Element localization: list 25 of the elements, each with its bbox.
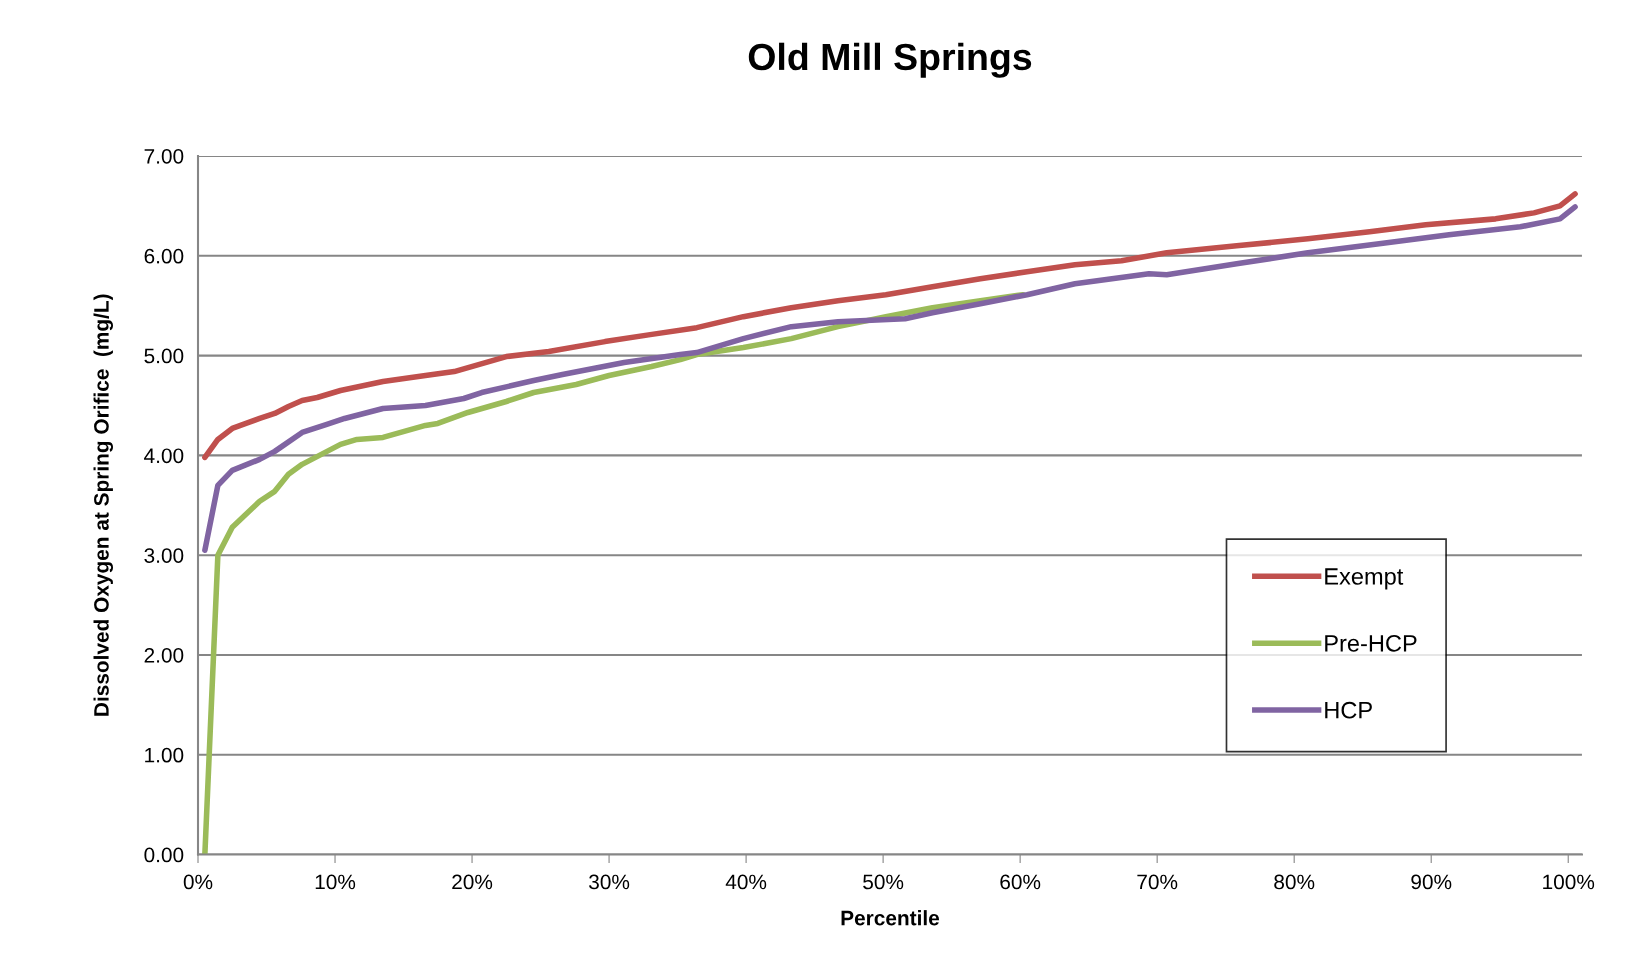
y-tick-label: 3.00: [144, 548, 184, 563]
x-tick-label: 60%: [1000, 874, 1041, 890]
legend-label: Pre-HCP: [1325, 634, 1417, 652]
legend-label: Exempt: [1325, 568, 1404, 590]
x-tick-label: 40%: [725, 874, 767, 890]
x-tick-label: 0%: [183, 874, 213, 890]
x-tick-label: 30%: [589, 874, 630, 890]
x-tick-label: 20%: [452, 874, 493, 890]
y-tick-label: 0.00: [144, 847, 184, 863]
legend-label: HCP: [1325, 701, 1372, 719]
x-tick-label: 90%: [1411, 874, 1452, 890]
y-tick-label: 1.00: [145, 747, 184, 763]
x-tick-label: 70%: [1137, 874, 1178, 890]
y-tick-label: 6.00: [144, 248, 184, 264]
x-tick-label: 50%: [863, 874, 904, 890]
x-tick-label: 80%: [1274, 874, 1315, 890]
chart-title: Old Mill Springs: [748, 42, 1032, 78]
x-axis-title: Percentile: [841, 910, 940, 926]
x-tick-label: 10%: [315, 874, 356, 890]
x-tick-label: 100%: [1543, 874, 1595, 890]
y-tick-label: 7.00: [144, 148, 184, 164]
y-tick-label: 4.00: [144, 448, 184, 464]
y-tick-label: 2.00: [144, 647, 184, 663]
y-axis-title: Dissolved Oxygen at Spring Orifice (mg/L): [93, 294, 114, 716]
y-tick-label: 5.00: [144, 348, 184, 364]
